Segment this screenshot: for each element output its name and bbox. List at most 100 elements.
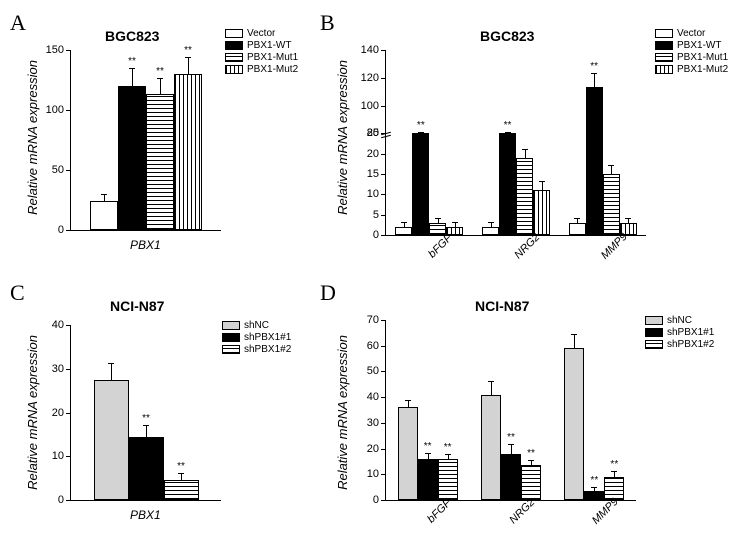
- bar: [412, 133, 429, 235]
- legend-swatch: [222, 333, 240, 342]
- y-tick-label: 10: [367, 468, 386, 480]
- y-tick-label: 150: [46, 44, 71, 56]
- chart-title: BGC823: [105, 28, 159, 44]
- legend: shNCshPBX1#1shPBX1#2: [222, 320, 291, 356]
- significance-marker: **: [610, 459, 618, 470]
- legend: shNCshPBX1#1shPBX1#2: [645, 315, 714, 351]
- y-tick-label: 120: [361, 72, 386, 84]
- y-tick-label: 0: [58, 494, 71, 506]
- plot-area: 010203040****: [70, 325, 221, 501]
- bar: [586, 87, 603, 235]
- y-tick-label: 30: [52, 363, 71, 375]
- legend-label: PBX1-Mut1: [677, 52, 728, 63]
- panel-letter: A: [10, 10, 26, 36]
- y-tick-label: 20: [367, 443, 386, 455]
- y-tick-label: 0: [373, 494, 386, 506]
- panel-a: ABGC823Relative mRNA expression050100150…: [10, 10, 320, 280]
- bar: [569, 223, 586, 235]
- legend-item: PBX1-WT: [225, 40, 298, 51]
- legend-swatch: [645, 328, 663, 337]
- significance-marker: **: [507, 432, 515, 443]
- legend-swatch: [655, 53, 673, 62]
- significance-marker: **: [424, 441, 432, 452]
- legend-item: Vector: [225, 28, 298, 39]
- y-tick-label: 0: [58, 224, 71, 236]
- legend-item: PBX1-Mut1: [225, 52, 298, 63]
- legend-item: Vector: [655, 28, 728, 39]
- legend-swatch: [222, 321, 240, 330]
- y-tick-label: 50: [52, 164, 71, 176]
- chart-title: BGC823: [480, 28, 534, 44]
- significance-marker: **: [590, 475, 598, 486]
- legend-label: shPBX1#1: [244, 332, 291, 343]
- panel-c: C NCI-N87 Relative mRNA expression 01020304…: [10, 280, 320, 550]
- significance-marker: **: [527, 448, 535, 459]
- plot-area: 050100150******: [70, 50, 221, 231]
- bar: [118, 86, 146, 230]
- y-tick-label: 15: [367, 168, 386, 180]
- bar: [516, 158, 533, 235]
- y-tick-label: 30: [367, 417, 386, 429]
- legend-label: PBX1-Mut1: [247, 52, 298, 63]
- significance-marker: **: [504, 120, 512, 131]
- y-tick-label: 0: [373, 229, 386, 241]
- significance-marker: **: [184, 45, 192, 56]
- significance-marker: **: [142, 413, 150, 424]
- legend-label: shPBX1#2: [667, 339, 714, 350]
- legend-swatch: [225, 29, 243, 38]
- y-tick-label: 10: [52, 450, 71, 462]
- legend-label: PBX1-WT: [677, 40, 721, 51]
- legend-label: PBX1-Mut2: [247, 64, 298, 75]
- chart-title: NCI-N87: [110, 298, 164, 314]
- panel-letter: D: [320, 280, 336, 306]
- legend-item: shNC: [222, 320, 291, 331]
- bar: [564, 348, 584, 500]
- bar: [164, 480, 199, 500]
- legend-swatch: [655, 65, 673, 74]
- legend-swatch: [225, 41, 243, 50]
- bar: [129, 437, 164, 500]
- y-tick-label: 40: [52, 319, 71, 331]
- legend-label: PBX1-WT: [247, 40, 291, 51]
- legend-swatch: [225, 53, 243, 62]
- y-tick-label: 10: [367, 188, 386, 200]
- legend-label: PBX1-Mut2: [677, 64, 728, 75]
- legend-label: Vector: [677, 28, 705, 39]
- chart-title: NCI-N87: [475, 298, 529, 314]
- bar: [446, 227, 463, 235]
- y-tick-label: 70: [367, 314, 386, 326]
- legend-label: shPBX1#1: [667, 327, 714, 338]
- significance-marker: **: [590, 61, 598, 72]
- panel-d: DNCI-N87Relative mRNA expression01020304…: [320, 280, 736, 550]
- legend-label: Vector: [247, 28, 275, 39]
- y-tick-label: 40: [367, 391, 386, 403]
- legend-swatch: [222, 345, 240, 354]
- legend-item: shNC: [645, 315, 714, 326]
- panel-letter: C: [10, 280, 25, 306]
- significance-marker: **: [156, 66, 164, 77]
- y-axis-label: Relative mRNA expression: [25, 60, 40, 215]
- legend-label: shNC: [244, 320, 269, 331]
- significance-marker: **: [417, 120, 425, 131]
- legend-swatch: [655, 29, 673, 38]
- bar: [174, 74, 202, 230]
- plot-area: 010203040506070****bFGF****NRG2****MMP9: [385, 320, 636, 501]
- legend-item: PBX1-WT: [655, 40, 728, 51]
- bar: [533, 190, 550, 235]
- legend-item: PBX1-Mut2: [655, 64, 728, 75]
- significance-marker: **: [444, 442, 452, 453]
- legend-swatch: [225, 65, 243, 74]
- bar: [90, 201, 118, 230]
- panel-letter: B: [320, 10, 335, 36]
- legend: VectorPBX1-WTPBX1-Mut1PBX1-Mut2: [225, 28, 298, 76]
- y-tick-label: 100: [46, 104, 71, 116]
- bar: [395, 227, 412, 235]
- x-axis-label: PBX1: [130, 238, 161, 252]
- y-tick-label: 5: [373, 209, 386, 221]
- legend-item: PBX1-Mut2: [225, 64, 298, 75]
- y-tick-label: 60: [367, 340, 386, 352]
- legend-label: shPBX1#2: [244, 344, 291, 355]
- y-tick-label: 100: [361, 100, 386, 112]
- y-axis-label: Relative mRNA expression: [25, 335, 40, 490]
- plot-area: 051015202580100120140**bFGF**NRG2**MMP9: [385, 50, 646, 236]
